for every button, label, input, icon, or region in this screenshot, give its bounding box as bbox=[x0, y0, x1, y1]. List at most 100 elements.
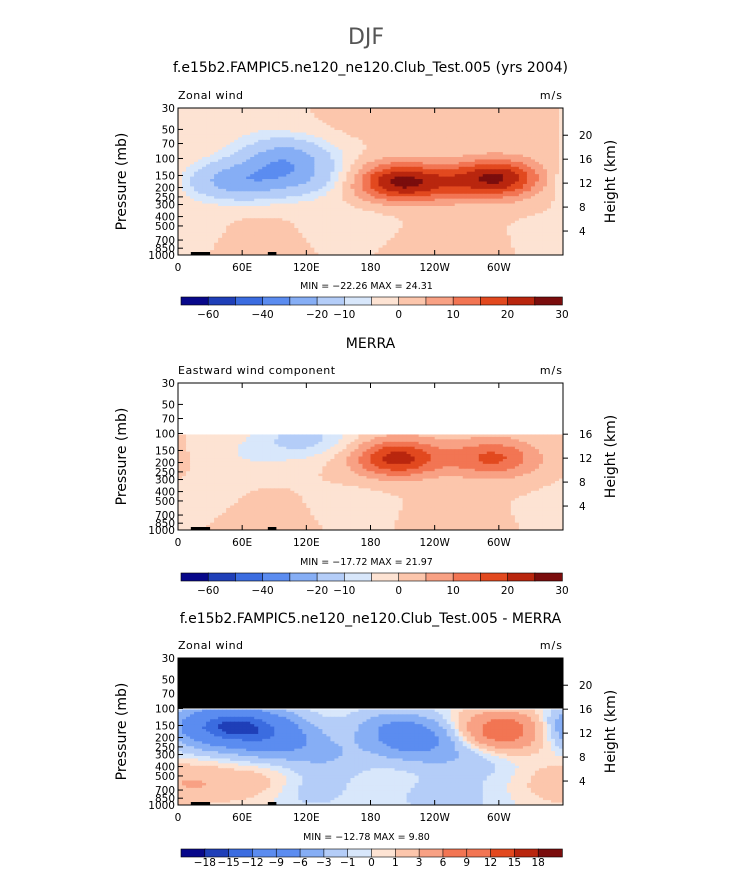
colorbar-label: −18 bbox=[194, 857, 216, 869]
colorbar-label: 3 bbox=[416, 857, 423, 869]
z-tick-label: 16 bbox=[579, 154, 593, 166]
min-max-text: MIN = −22.26 MAX = 24.31 bbox=[300, 281, 433, 292]
topography-bar bbox=[190, 527, 211, 530]
p-tick-label: 700 bbox=[155, 785, 175, 797]
topography-bar bbox=[267, 802, 277, 805]
colorbar-label: 1 bbox=[392, 857, 399, 869]
p-tick-label: 200 bbox=[155, 183, 175, 195]
colorbar-label: 30 bbox=[555, 309, 568, 321]
x-tick-label: 60W bbox=[487, 812, 511, 824]
colorbar-swatch bbox=[490, 848, 516, 858]
colorbar: −60 −40 −20 −10 0 10 20 30 bbox=[180, 296, 569, 321]
z-tick-label: 12 bbox=[579, 728, 592, 740]
colorbar-swatch bbox=[425, 296, 454, 306]
p-tick-label: 150 bbox=[155, 170, 175, 182]
colorbar-label: −20 bbox=[306, 309, 328, 321]
colorbar-swatch bbox=[289, 296, 318, 306]
colorbar-label: 0 bbox=[395, 585, 402, 597]
p-tick-label: 850 bbox=[155, 793, 175, 805]
contour-field bbox=[178, 108, 563, 255]
y-axis-label: Pressure (mb) bbox=[114, 133, 130, 231]
colorbar-label: 10 bbox=[446, 585, 459, 597]
colorbar-swatch bbox=[323, 848, 349, 858]
z-tick-label: 12 bbox=[579, 453, 592, 465]
topography-bar bbox=[267, 252, 277, 255]
colorbar-label: 0 bbox=[395, 309, 402, 321]
colorbar: −18 −15 −12 −9 −6 −3 −1 0 1 3 6 9 12 15 18 bbox=[180, 848, 563, 869]
p-tick-label: 200 bbox=[155, 458, 175, 470]
colorbar-swatch bbox=[180, 848, 206, 858]
z-tick-label: 16 bbox=[579, 429, 593, 441]
z-tick-label: 12 bbox=[579, 178, 592, 190]
topography-bar bbox=[190, 252, 211, 255]
colorbar-label: 6 bbox=[440, 857, 447, 869]
x-tick-label: 60E bbox=[232, 262, 252, 274]
colorbar-swatch bbox=[452, 572, 482, 582]
page-title: DJF bbox=[348, 25, 384, 50]
colorbar-swatch bbox=[180, 296, 209, 306]
p-tick-label: 70 bbox=[162, 414, 175, 426]
contour-field bbox=[178, 434, 563, 530]
colorbar-label: 20 bbox=[501, 309, 514, 321]
z-tick-label: 8 bbox=[579, 752, 586, 764]
colorbar-label: −3 bbox=[316, 857, 331, 869]
z-tick-label: 4 bbox=[579, 776, 586, 788]
colorbar-swatch bbox=[316, 572, 345, 582]
colorbar-swatch bbox=[228, 848, 254, 858]
z-tick-label: 4 bbox=[579, 226, 586, 238]
colorbar-swatch bbox=[466, 848, 492, 858]
colorbar-swatch bbox=[371, 848, 397, 858]
colorbar-label: 30 bbox=[555, 585, 568, 597]
p-tick-label: 100 bbox=[155, 153, 175, 165]
p-tick-label: 70 bbox=[162, 139, 175, 151]
x-tick-label: 120W bbox=[419, 812, 450, 824]
p-tick-label: 400 bbox=[155, 762, 175, 774]
p-tick-label: 400 bbox=[155, 487, 175, 499]
colorbar-label: −20 bbox=[306, 585, 328, 597]
x-tick-label: 60E bbox=[232, 537, 252, 549]
right-string: m/s bbox=[540, 89, 563, 102]
colorbar-label: −15 bbox=[218, 857, 240, 869]
panel-title: MERRA bbox=[346, 336, 396, 352]
panel-title: f.e15b2.FAMPIC5.ne120_ne120.Club_Test.00… bbox=[180, 611, 562, 627]
colorbar-swatch bbox=[204, 848, 230, 858]
min-max-text: MIN = −12.78 MAX = 9.80 bbox=[303, 832, 430, 843]
left-string: Eastward wind component bbox=[178, 364, 336, 377]
colorbar-label: 9 bbox=[463, 857, 470, 869]
p-tick-label: 200 bbox=[155, 733, 175, 745]
topography-bar bbox=[190, 802, 211, 805]
p-tick-label: 30 bbox=[162, 378, 175, 390]
colorbar-label: −40 bbox=[252, 585, 274, 597]
p-tick-label: 1000 bbox=[148, 800, 175, 812]
colorbar-label: −10 bbox=[333, 309, 355, 321]
p-tick-label: 250 bbox=[155, 467, 175, 479]
p-tick-label: 850 bbox=[155, 243, 175, 255]
min-max-text: MIN = −17.72 MAX = 21.97 bbox=[300, 557, 433, 568]
colorbar-swatch bbox=[395, 848, 420, 858]
colorbar-swatch bbox=[235, 572, 264, 582]
p-tick-label: 150 bbox=[155, 445, 175, 457]
colorbar-label: −9 bbox=[269, 857, 284, 869]
colorbar-swatch bbox=[371, 572, 400, 582]
x-tick-label: 120W bbox=[419, 537, 450, 549]
p-tick-label: 700 bbox=[155, 510, 175, 522]
colorbar-swatch bbox=[275, 848, 301, 858]
p-tick-label: 850 bbox=[155, 518, 175, 530]
colorbar-swatch bbox=[207, 572, 237, 582]
x-tick-label: 120E bbox=[293, 262, 320, 274]
p-tick-label: 500 bbox=[155, 771, 175, 783]
missing-region bbox=[178, 658, 563, 709]
colorbar-swatch bbox=[442, 848, 468, 858]
colorbar-swatch bbox=[180, 572, 209, 582]
p-tick-label: 700 bbox=[155, 235, 175, 247]
y-axis-label: Pressure (mb) bbox=[114, 408, 130, 506]
x-tick-label: 120E bbox=[293, 812, 320, 824]
z-tick-label: 20 bbox=[579, 130, 592, 142]
p-tick-label: 50 bbox=[162, 399, 175, 411]
p-tick-label: 300 bbox=[155, 475, 175, 487]
colorbar-swatch bbox=[262, 572, 291, 582]
x-tick-label: 180 bbox=[360, 537, 380, 549]
colorbar-swatch bbox=[534, 572, 563, 582]
